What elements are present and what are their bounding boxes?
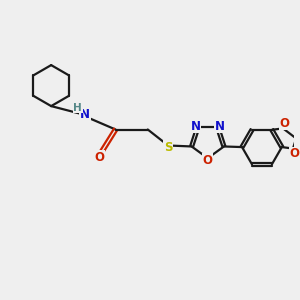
- Text: O: O: [94, 151, 104, 164]
- Text: O: O: [290, 147, 299, 160]
- Text: N: N: [190, 119, 200, 133]
- Text: S: S: [164, 141, 172, 154]
- Text: H: H: [73, 103, 82, 112]
- Text: N: N: [80, 108, 90, 122]
- Text: O: O: [280, 117, 290, 130]
- Text: O: O: [203, 154, 213, 167]
- Text: N: N: [215, 119, 225, 133]
